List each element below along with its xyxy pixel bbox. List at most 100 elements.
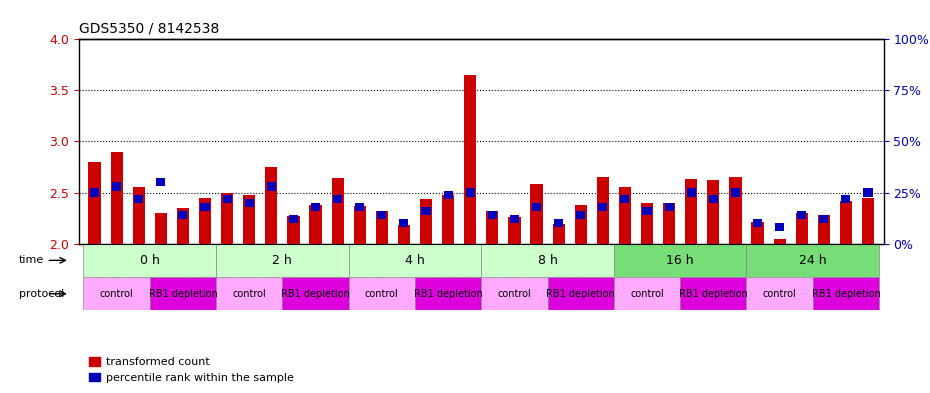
Bar — [88, 162, 100, 244]
Text: control: control — [763, 289, 796, 299]
Bar — [84, 244, 216, 277]
Bar — [707, 180, 720, 244]
Text: 2 h: 2 h — [272, 254, 292, 267]
Bar — [614, 244, 747, 277]
Bar — [840, 201, 852, 244]
Bar — [747, 244, 879, 277]
Bar — [598, 203, 607, 211]
Bar — [729, 177, 741, 244]
Bar — [111, 152, 123, 244]
Bar — [487, 211, 497, 219]
Bar — [481, 277, 548, 310]
Text: RB1 depletion: RB1 depletion — [812, 289, 881, 299]
Text: 24 h: 24 h — [799, 254, 827, 267]
Bar — [731, 189, 740, 196]
Bar — [265, 167, 277, 244]
Text: RB1 depletion: RB1 depletion — [546, 289, 615, 299]
Bar — [201, 203, 209, 211]
Bar — [797, 211, 806, 219]
Bar — [243, 195, 256, 244]
Bar — [774, 239, 786, 244]
Text: GDS5350 / 8142538: GDS5350 / 8142538 — [79, 21, 219, 35]
Bar — [378, 211, 386, 219]
Bar — [199, 198, 211, 244]
Text: 0 h: 0 h — [140, 254, 160, 267]
Bar — [665, 203, 673, 211]
Bar — [796, 213, 808, 244]
Bar — [311, 203, 320, 211]
Bar — [399, 219, 408, 227]
Bar — [415, 277, 481, 310]
Bar — [842, 195, 851, 203]
Bar — [614, 277, 680, 310]
Bar — [420, 199, 432, 244]
Bar — [112, 182, 121, 191]
Bar — [863, 189, 872, 196]
Bar — [283, 277, 349, 310]
Bar — [819, 215, 829, 223]
Bar — [486, 211, 498, 244]
Bar — [216, 277, 283, 310]
Bar — [597, 177, 609, 244]
Bar — [421, 207, 431, 215]
Bar — [643, 207, 652, 215]
Bar — [287, 216, 299, 244]
Bar — [444, 191, 453, 199]
Text: 4 h: 4 h — [405, 254, 425, 267]
Text: time: time — [19, 255, 44, 265]
Text: control: control — [498, 289, 531, 299]
Bar — [156, 178, 166, 186]
Bar — [548, 277, 614, 310]
Bar — [817, 215, 830, 244]
Bar — [530, 184, 542, 244]
Bar — [552, 224, 565, 244]
Bar — [154, 213, 166, 244]
Bar — [575, 205, 587, 244]
Bar — [753, 219, 762, 227]
Bar — [686, 189, 696, 196]
Bar — [179, 211, 188, 219]
Text: protocol: protocol — [19, 289, 64, 299]
Bar — [775, 223, 784, 231]
Bar — [554, 219, 564, 227]
Bar — [84, 277, 150, 310]
Bar — [245, 199, 254, 207]
Bar — [267, 182, 276, 191]
Bar — [177, 208, 189, 244]
Bar — [747, 277, 813, 310]
Bar — [685, 179, 698, 244]
Bar — [90, 189, 100, 196]
Bar — [481, 244, 614, 277]
Bar — [398, 225, 410, 244]
Bar — [310, 205, 322, 244]
Text: control: control — [232, 289, 266, 299]
Bar — [376, 211, 388, 244]
Text: control: control — [100, 289, 134, 299]
Text: 8 h: 8 h — [538, 254, 557, 267]
Bar — [349, 244, 481, 277]
Bar — [464, 75, 476, 244]
Bar — [134, 195, 143, 203]
Bar — [751, 222, 764, 244]
Bar — [466, 189, 475, 196]
Bar — [510, 215, 519, 223]
Bar — [222, 195, 232, 203]
Bar — [813, 277, 879, 310]
Text: RB1 depletion: RB1 depletion — [414, 289, 483, 299]
Bar — [577, 211, 585, 219]
Bar — [333, 195, 342, 203]
Text: RB1 depletion: RB1 depletion — [281, 289, 350, 299]
Bar — [289, 215, 298, 223]
Bar — [620, 195, 630, 203]
Bar — [709, 195, 718, 203]
Text: RB1 depletion: RB1 depletion — [679, 289, 748, 299]
Bar — [509, 217, 521, 244]
Bar — [221, 193, 233, 244]
Bar — [150, 277, 216, 310]
Bar — [532, 203, 541, 211]
Legend: transformed count, percentile rank within the sample: transformed count, percentile rank withi… — [85, 353, 298, 387]
Bar — [332, 178, 344, 244]
Bar — [349, 277, 415, 310]
Bar — [862, 198, 874, 244]
Bar — [442, 195, 454, 244]
